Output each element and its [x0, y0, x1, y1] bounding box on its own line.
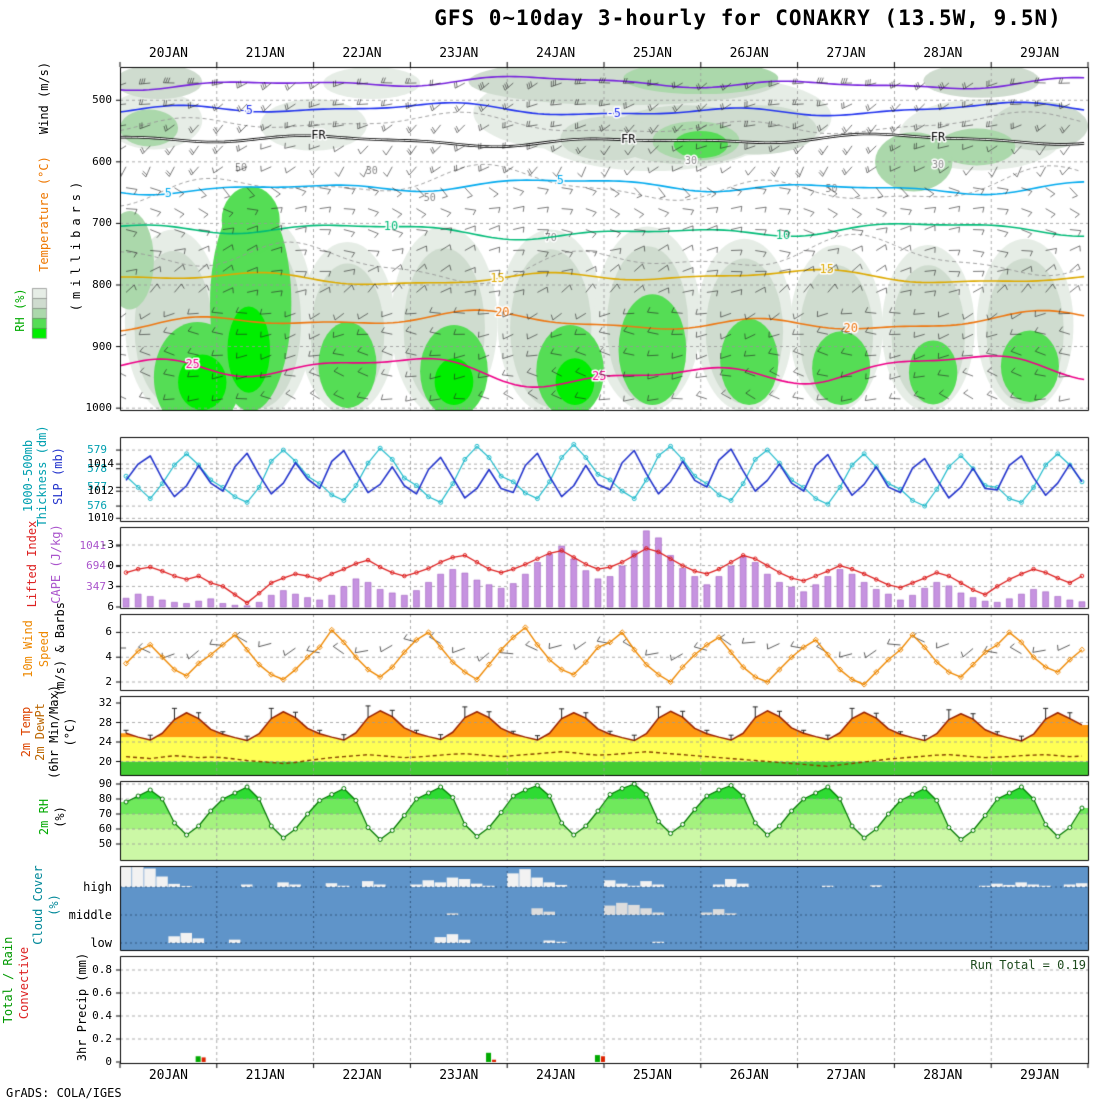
x-axis-day-label: 26JAN [729, 46, 769, 61]
y-axis-tick: 800 [92, 277, 112, 291]
x-axis-day-label: 28JAN [923, 1068, 963, 1083]
y-axis-tick: 20 [98, 754, 112, 768]
x-axis-day-label: 29JAN [1020, 1068, 1060, 1083]
y-axis-tick: 6 [105, 625, 112, 639]
y-axis-tick: 28 [98, 715, 112, 729]
y-axis-tick: 1014 [87, 457, 115, 471]
y-axis-tick: 576 [87, 499, 107, 513]
y-axis-tick: 0.8 [92, 963, 112, 976]
x-axis-day-label: 23JAN [439, 1068, 479, 1083]
y-axis-tick: 6 [107, 600, 114, 613]
y-axis-tick: 0.6 [92, 986, 112, 999]
x-axis-day-label: 24JAN [536, 1068, 576, 1083]
x-axis-day-label: 20JAN [148, 1068, 188, 1083]
x-axis-day-label: 20JAN [148, 46, 188, 61]
y-axis-tick: 80 [98, 792, 112, 805]
cloud-row-label: low [90, 936, 112, 950]
y-axis-tick: 1041 [79, 538, 107, 552]
x-axis-day-label: 24JAN [536, 46, 576, 61]
y-axis-tick: 90 [98, 777, 112, 790]
y-axis-tick: 600 [92, 154, 112, 168]
y-axis-tick: 60 [98, 822, 112, 835]
x-axis-day-label: 25JAN [632, 46, 672, 61]
y-axis-tick: 0 [107, 558, 114, 572]
y-axis-tick: 2 [105, 675, 112, 688]
y-axis-tick: 0.4 [92, 1009, 112, 1022]
y-axis-tick: 32 [98, 696, 112, 709]
cloud-row-label: high [83, 880, 112, 894]
x-axis-day-label: 27JAN [826, 1068, 866, 1083]
y-axis-tick: 1012 [87, 484, 115, 498]
y-axis-tick: 579 [87, 443, 107, 457]
y-axis-tick: 700 [92, 216, 112, 230]
y-axis-tick: 70 [98, 807, 112, 820]
cloud-row-label: middle [68, 908, 112, 922]
y-axis-tick: 24 [98, 735, 112, 748]
x-axis-day-label: 22JAN [342, 46, 382, 61]
y-axis-tick: 1000 [85, 401, 113, 415]
x-axis-day-label: 29JAN [1020, 46, 1060, 61]
run-total-label: Run Total = 0.19 [970, 958, 1086, 972]
x-axis-day-label: 25JAN [632, 1068, 672, 1083]
y-axis-tick: 900 [92, 339, 112, 353]
y-axis-tick: 500 [92, 93, 112, 107]
page-title: GFS 0~10day 3-hourly for CONAKRY (13.5W,… [434, 6, 1062, 30]
y-axis-tick: -3 [100, 538, 114, 551]
grads-credit: GrADS: COLA/IGES [6, 1086, 122, 1100]
x-axis-day-label: 21JAN [245, 46, 285, 61]
x-axis-day-label: 22JAN [342, 1068, 382, 1083]
x-axis-day-label: 26JAN [729, 1068, 769, 1083]
y-axis-tick: 0.2 [92, 1032, 112, 1045]
y-axis-tick: 577 [87, 480, 107, 494]
y-axis-tick: 1010 [87, 511, 115, 525]
x-axis-day-label: 21JAN [245, 1068, 285, 1083]
y-axis-tick: 694 [86, 559, 106, 573]
y-axis-tick: 4 [105, 650, 112, 664]
x-axis-day-label: 23JAN [439, 46, 479, 61]
y-axis-tick: 0 [105, 1055, 112, 1068]
x-axis-day-label: 27JAN [826, 46, 866, 61]
y-axis-tick: 50 [98, 837, 112, 850]
x-axis-day-label: 28JAN [923, 46, 963, 61]
y-axis-tick: 3 [107, 579, 114, 593]
y-axis-tick: 578 [87, 461, 107, 475]
y-axis-tick: 347 [86, 579, 106, 593]
